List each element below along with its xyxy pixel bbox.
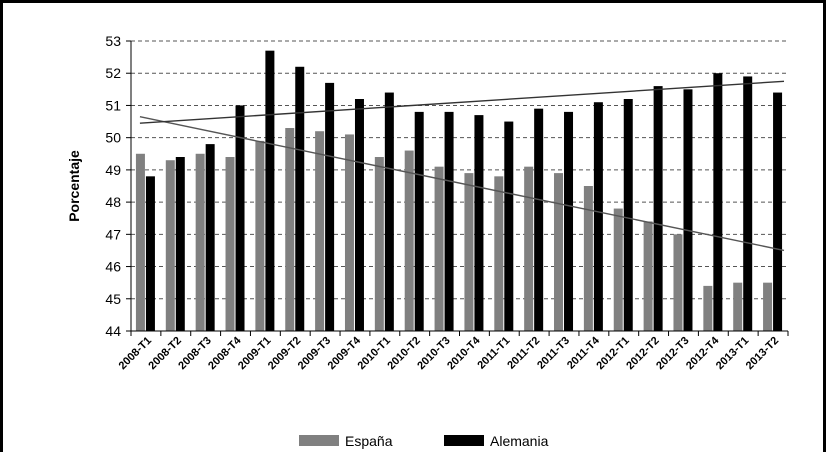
legend-label: España: [345, 433, 393, 449]
bar-espana: [315, 131, 325, 331]
bar-espana: [285, 128, 295, 331]
y-tick-label: 47: [105, 226, 121, 242]
trendline-espana: [139, 116, 785, 252]
bar-espana: [404, 150, 414, 331]
trendline-alemania: [139, 80, 785, 124]
bar-alemania: [773, 92, 783, 331]
bar-alemania: [683, 89, 693, 331]
bar-espana: [464, 173, 474, 331]
bar-espana: [613, 208, 623, 331]
bar-alemania: [713, 73, 723, 331]
bar-espana: [763, 282, 773, 331]
y-tick-label: 53: [105, 33, 121, 49]
bar-espana: [135, 153, 145, 331]
legend-label: Alemania: [490, 433, 549, 449]
bar-espana: [673, 234, 683, 331]
bar-alemania: [474, 115, 484, 331]
legend-swatch: [299, 435, 339, 446]
bar-alemania: [743, 76, 753, 331]
bar-espana: [554, 173, 564, 331]
bar-espana: [225, 157, 235, 331]
bar-espana: [344, 134, 354, 331]
bar-alemania: [653, 86, 663, 331]
bar-alemania: [145, 176, 155, 331]
bar-espana: [643, 221, 653, 331]
y-tick-label: 50: [105, 130, 121, 146]
y-tick-label: 49: [105, 162, 121, 178]
bar-chart: 44 45 46 47 48 49 50 51 52 53 2008-T12008-T22008-…: [66, 33, 789, 449]
x-tick-labels: 2008-T12008-T22008-T32008-T42009-T12009-…: [117, 334, 782, 372]
bar-alemania: [295, 66, 305, 332]
bar-espana: [374, 157, 384, 331]
bar-alemania: [235, 105, 245, 331]
y-axis-title: Porcentaje: [66, 150, 82, 222]
legend: España Alemania: [299, 433, 549, 449]
y-tick-labels: 44 45 46 47 48 49 50 51 52 53: [105, 33, 121, 339]
bar-espana: [703, 285, 713, 331]
axes: [126, 40, 789, 336]
bar-alemania: [534, 108, 544, 332]
bar-alemania: [265, 50, 275, 332]
bar-alemania: [325, 82, 335, 331]
bar-alemania: [564, 111, 574, 331]
bar-alemania: [593, 102, 603, 331]
bar-alemania: [205, 144, 215, 331]
trendlines: [139, 80, 785, 252]
legend-swatch: [444, 435, 484, 446]
bar-espana: [494, 176, 504, 331]
x-tick-label: 2013-T2: [744, 335, 781, 372]
y-tick-label: 51: [105, 97, 121, 113]
bar-espana: [524, 166, 534, 331]
bar-alemania: [384, 92, 394, 331]
bar-alemania: [175, 157, 185, 331]
bar-espana: [255, 140, 265, 331]
bar-alemania: [623, 99, 633, 331]
legend-item-alemania: Alemania: [444, 433, 549, 449]
bar-espana: [733, 282, 743, 331]
y-tick-label: 52: [105, 65, 121, 81]
legend-item-espana: España: [299, 433, 393, 449]
bar-alemania: [354, 99, 364, 331]
bar-alemania: [414, 111, 424, 331]
y-tick-label: 46: [105, 259, 121, 275]
bar-espana: [434, 166, 444, 331]
bar-espana: [583, 186, 593, 331]
bar-alemania: [444, 111, 454, 331]
y-tick-label: 48: [105, 194, 121, 210]
bars: [135, 50, 783, 332]
bar-espana: [165, 160, 175, 331]
y-tick-label: 44: [105, 323, 121, 339]
bar-espana: [195, 153, 205, 331]
y-tick-label: 45: [105, 291, 121, 307]
bar-alemania: [504, 121, 514, 331]
